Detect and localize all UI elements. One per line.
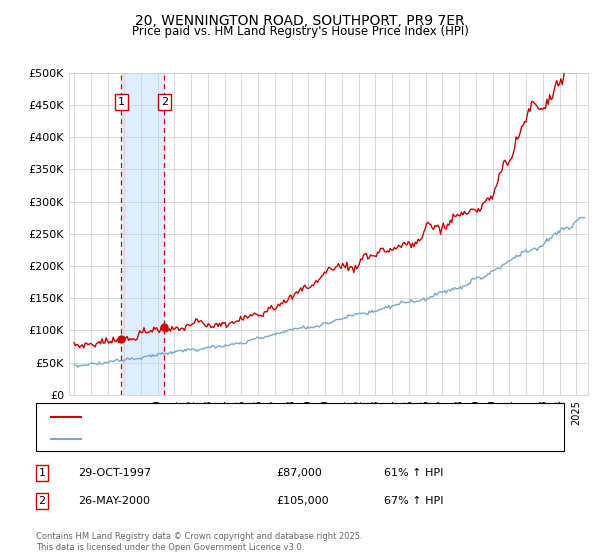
Text: 1: 1 xyxy=(38,468,46,478)
Text: 20, WENNINGTON ROAD, SOUTHPORT, PR9 7ER: 20, WENNINGTON ROAD, SOUTHPORT, PR9 7ER xyxy=(135,14,465,28)
Text: HPI: Average price, semi-detached house, Sefton: HPI: Average price, semi-detached house,… xyxy=(87,434,343,444)
Text: 29-OCT-1997: 29-OCT-1997 xyxy=(78,468,151,478)
Text: Price paid vs. HM Land Registry's House Price Index (HPI): Price paid vs. HM Land Registry's House … xyxy=(131,25,469,38)
Text: 67% ↑ HPI: 67% ↑ HPI xyxy=(384,496,443,506)
Text: 20, WENNINGTON ROAD, SOUTHPORT, PR9 7ER (semi-detached house): 20, WENNINGTON ROAD, SOUTHPORT, PR9 7ER … xyxy=(87,412,457,422)
Text: 2: 2 xyxy=(38,496,46,506)
Text: 26-MAY-2000: 26-MAY-2000 xyxy=(78,496,150,506)
Text: 1: 1 xyxy=(118,97,125,107)
Text: £105,000: £105,000 xyxy=(276,496,329,506)
Text: £87,000: £87,000 xyxy=(276,468,322,478)
Text: 61% ↑ HPI: 61% ↑ HPI xyxy=(384,468,443,478)
Text: Contains HM Land Registry data © Crown copyright and database right 2025.
This d: Contains HM Land Registry data © Crown c… xyxy=(36,532,362,552)
Text: 2: 2 xyxy=(161,97,168,107)
Bar xyxy=(121,73,164,395)
